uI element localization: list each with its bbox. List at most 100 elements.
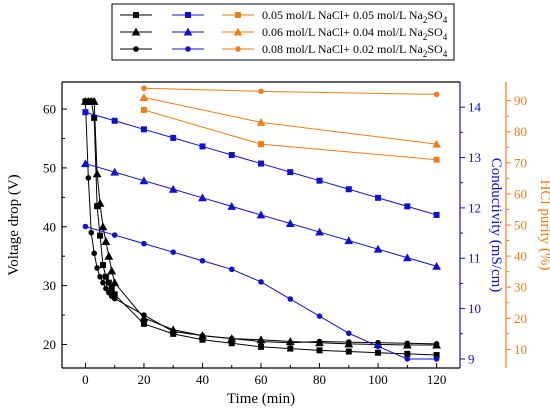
series-3	[82, 109, 440, 218]
y-purity-tick-label: 40	[514, 249, 527, 264]
data-point	[316, 177, 323, 184]
data-point	[101, 237, 111, 245]
data-point	[404, 203, 411, 210]
data-point	[287, 296, 294, 302]
y-purity-tick-label: 90	[514, 93, 527, 108]
legend-marker	[235, 12, 241, 18]
data-point	[85, 175, 92, 181]
series-2	[82, 98, 440, 347]
data-point	[375, 194, 382, 201]
data-point	[140, 320, 147, 327]
data-point	[345, 348, 352, 355]
data-point	[91, 250, 97, 257]
data-point	[258, 279, 264, 285]
x-tick-label: 100	[368, 372, 388, 387]
data-point	[433, 356, 440, 362]
legend-label: 0.08 mol/L NaCl+ 0.02 mol/L Na2SO4	[262, 42, 448, 59]
data-point	[404, 340, 411, 347]
series-0	[82, 98, 440, 359]
data-point	[315, 227, 324, 236]
data-point	[170, 249, 177, 255]
legend-label: 0.06 mol/L NaCl+ 0.04 mol/L Na2SO4	[262, 25, 448, 42]
data-point	[256, 210, 266, 219]
data-point	[432, 261, 441, 270]
data-point	[141, 85, 147, 92]
data-point	[92, 169, 102, 178]
x-axis-title: Time (min)	[227, 391, 295, 407]
data-point	[110, 167, 120, 176]
y-cond-tick-label: 12	[468, 200, 481, 215]
data-point	[111, 295, 118, 302]
data-point	[433, 156, 440, 163]
data-point	[108, 285, 115, 292]
data-point	[97, 232, 104, 239]
legend-marker	[183, 27, 193, 36]
data-point	[139, 176, 149, 185]
data-point	[170, 328, 177, 335]
data-point	[404, 356, 411, 362]
data-point	[344, 236, 354, 245]
data-point	[433, 211, 440, 218]
data-point	[228, 335, 235, 342]
series-8	[141, 85, 440, 98]
data-point	[110, 278, 120, 287]
y-left-axis-title: Voltage drop (V)	[6, 174, 22, 275]
series-line	[143, 109, 437, 161]
data-point	[111, 291, 118, 298]
axes-layer: 0 20 40 60 80 100 120 Time (min) 20 30 40 50 60 Volta…	[6, 93, 550, 407]
data-point	[433, 352, 440, 359]
series-line	[143, 87, 437, 95]
data-point	[287, 339, 294, 346]
data-point	[258, 343, 264, 350]
series-4	[81, 159, 441, 270]
data-point	[107, 266, 117, 275]
y-cond-axis-title: Conductivity (mS/cm)	[488, 158, 504, 293]
data-point	[227, 201, 237, 210]
legend-label: 0.05 mol/L NaCl+ 0.05 mol/L Na2SO4	[262, 8, 448, 25]
legend-marker	[235, 46, 241, 52]
legend-marker	[133, 46, 139, 52]
series-5	[82, 223, 440, 362]
data-point	[287, 169, 294, 176]
y-cond-tick-label: 13	[468, 150, 481, 165]
data-point	[228, 340, 235, 347]
data-point	[228, 152, 235, 159]
data-point	[170, 134, 177, 141]
y-left-tick-label: 50	[43, 160, 56, 175]
x-tick-label: 0	[82, 372, 89, 387]
data-point	[316, 313, 323, 319]
x-tick-label: 40	[196, 372, 209, 387]
y-cond-tick-label: 14	[468, 100, 482, 115]
series-line	[143, 97, 437, 145]
legend-marker	[131, 27, 141, 36]
y-purity-tick-label: 80	[514, 124, 527, 139]
data-point	[198, 193, 207, 202]
y-cond-tick-label: 10	[468, 301, 481, 316]
data-point	[256, 118, 266, 126]
x-tick-label: 60	[255, 372, 268, 387]
data-point	[82, 98, 89, 105]
data-point	[258, 88, 264, 95]
legend-marker	[233, 27, 243, 36]
y-purity-tick-label: 60	[514, 186, 527, 201]
data-point	[89, 97, 99, 105]
data-point	[345, 339, 352, 345]
data-point	[316, 347, 323, 354]
data-point	[82, 109, 89, 116]
y-purity-tick-label: 70	[514, 155, 527, 170]
x-tick-label: 120	[427, 372, 447, 387]
data-point	[103, 285, 109, 292]
x-tick-label: 80	[313, 372, 326, 387]
data-point	[373, 244, 383, 253]
data-point	[97, 273, 103, 280]
data-point	[199, 332, 206, 339]
data-point	[141, 240, 147, 247]
data-point	[375, 343, 381, 350]
data-point	[105, 279, 112, 286]
data-point	[98, 222, 108, 231]
y-purity-tick-label: 10	[514, 342, 527, 357]
y-cond-tick-label: 11	[468, 251, 481, 266]
